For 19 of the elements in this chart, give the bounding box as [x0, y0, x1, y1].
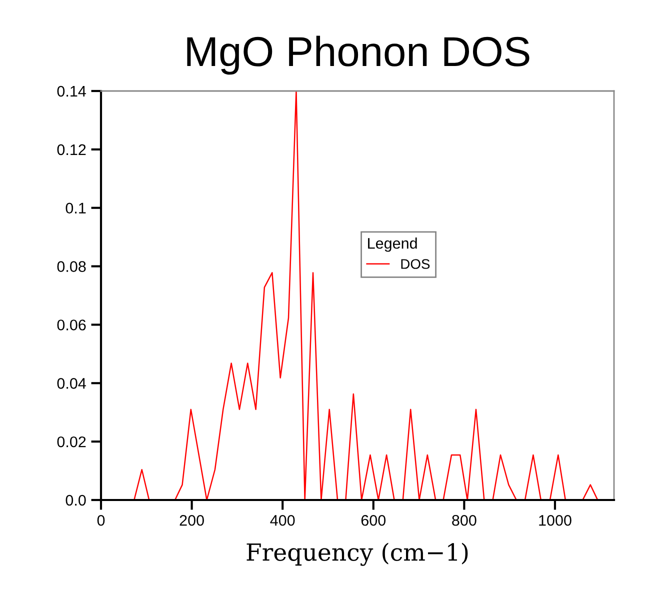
y-tick-label: 0.04	[57, 378, 86, 389]
chart-title: MgO Phonon DOS	[187, 36, 530, 75]
x-tick-label: 600	[361, 514, 386, 526]
y-tick-label: 0.14	[57, 86, 86, 97]
legend-title: Legend	[368, 238, 417, 252]
y-tick-label: 0.1	[66, 202, 86, 214]
x-tick-label: 400	[270, 514, 295, 526]
y-tick-label: 0.06	[57, 320, 86, 330]
legend-label: DOS	[401, 259, 430, 269]
line-series	[134, 91, 598, 500]
x-axis-title: Frequency (cm−1)	[246, 542, 468, 566]
y-tick-label: 0.12	[57, 144, 86, 156]
x-tick-label: 200	[180, 514, 204, 526]
y-tick-label: 0.08	[57, 261, 86, 272]
x-tick-label: 1000	[539, 514, 572, 526]
x-tick-label: 0	[97, 514, 105, 526]
y-tick-label: 0.02	[57, 436, 86, 448]
y-tick-label: 0.0	[66, 494, 86, 506]
x-tick-label: 800	[452, 514, 476, 526]
